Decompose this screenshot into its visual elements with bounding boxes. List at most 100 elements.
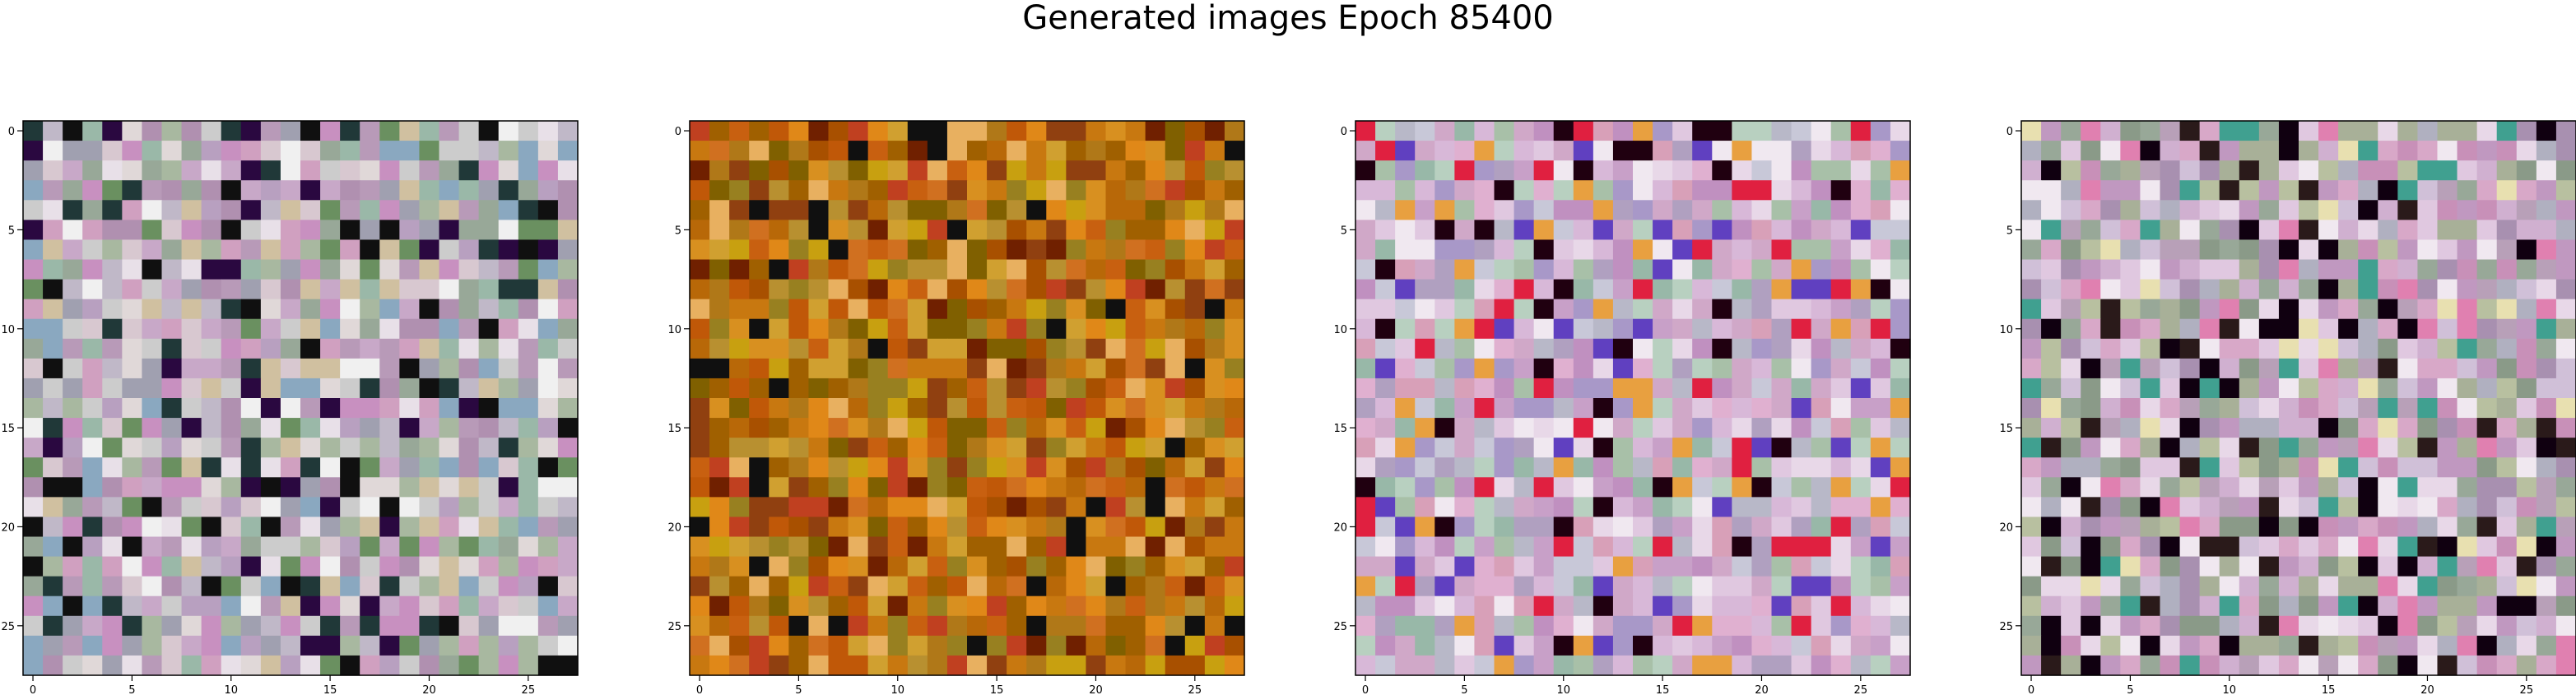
image-pixel bbox=[478, 200, 500, 220]
image-pixel bbox=[82, 141, 103, 161]
image-pixel bbox=[2358, 299, 2378, 320]
image-pixel bbox=[1514, 536, 1535, 558]
image-pixel bbox=[1811, 141, 1832, 161]
image-pixel bbox=[1474, 239, 1495, 261]
image-pixel bbox=[2199, 121, 2220, 141]
image-pixel bbox=[360, 220, 380, 241]
image-pixel bbox=[2397, 576, 2419, 597]
image-pixel bbox=[1573, 160, 1594, 181]
image-pixel bbox=[360, 536, 380, 558]
image-pixel bbox=[1514, 595, 1535, 617]
image-pixel bbox=[1712, 279, 1732, 300]
image-pixel bbox=[43, 259, 63, 280]
image-pixel bbox=[2160, 438, 2181, 458]
image-pixel bbox=[1890, 160, 1911, 181]
image-pixel bbox=[2378, 141, 2398, 161]
image-pixel bbox=[1066, 141, 1087, 161]
image-pixel bbox=[1204, 477, 1225, 498]
image-pixel bbox=[1633, 457, 1653, 478]
image-pixel bbox=[2496, 536, 2518, 558]
image-pixel bbox=[1125, 536, 1146, 558]
image-pixel bbox=[1086, 378, 1107, 399]
image-pixel bbox=[2061, 635, 2081, 656]
image-pixel bbox=[1184, 517, 1206, 538]
image-pixel bbox=[1672, 517, 1693, 538]
image-pixel bbox=[2258, 477, 2280, 498]
image-pixel bbox=[1375, 438, 1396, 458]
image-pixel bbox=[1165, 180, 1186, 201]
image-pixel bbox=[1415, 517, 1435, 538]
image-pixel bbox=[102, 160, 123, 181]
image-pixel bbox=[360, 338, 380, 359]
image-pixel bbox=[2100, 200, 2121, 220]
image-pixel bbox=[478, 576, 500, 597]
image-pixel bbox=[1593, 318, 1614, 340]
image-pixel bbox=[2516, 239, 2537, 261]
image-pixel bbox=[2516, 338, 2537, 359]
image-pixel bbox=[1066, 477, 1087, 498]
image-pixel bbox=[2555, 220, 2576, 241]
image-pixel bbox=[379, 279, 400, 300]
image-pixel bbox=[1830, 318, 1852, 340]
image-pixel bbox=[887, 497, 909, 518]
image-pixel bbox=[419, 635, 440, 656]
image-pixel bbox=[2397, 556, 2419, 577]
image-pixel bbox=[690, 160, 710, 181]
image-pixel bbox=[300, 576, 321, 597]
image-pixel bbox=[946, 279, 968, 300]
image-pixel bbox=[260, 141, 281, 161]
image-pixel bbox=[122, 635, 143, 656]
image-pixel bbox=[1692, 398, 1713, 419]
image-pixel bbox=[1533, 121, 1555, 141]
image-pixel bbox=[2536, 259, 2557, 280]
image-pixel bbox=[2041, 141, 2062, 161]
image-pixel bbox=[1145, 457, 1166, 478]
image-pixel bbox=[2397, 200, 2419, 220]
image-pixel bbox=[1573, 536, 1594, 558]
image-pixel bbox=[1533, 595, 1555, 617]
image-pixel bbox=[43, 121, 63, 141]
image-pixel bbox=[1791, 497, 1812, 518]
image-pixel bbox=[2239, 279, 2260, 300]
image-pixel bbox=[2199, 318, 2220, 340]
image-pixel bbox=[280, 595, 301, 617]
image-pixel bbox=[2358, 180, 2378, 201]
image-pixel bbox=[729, 517, 750, 538]
image-pixel bbox=[1712, 318, 1732, 340]
image-pixel bbox=[1672, 378, 1693, 399]
image-pixel bbox=[63, 595, 83, 617]
image-pixel bbox=[419, 556, 440, 577]
image-pixel bbox=[557, 299, 579, 320]
image-pixel bbox=[1026, 418, 1047, 438]
image-pixel bbox=[379, 160, 400, 181]
image-pixel bbox=[1811, 418, 1832, 438]
image-pixel bbox=[1184, 497, 1206, 518]
image-pixel bbox=[1830, 200, 1852, 220]
image-pixel bbox=[1850, 438, 1872, 458]
image-pixel bbox=[749, 595, 770, 617]
image-pixel bbox=[2041, 378, 2062, 399]
x-tick-label: 5 bbox=[128, 684, 135, 695]
image-pixel bbox=[142, 378, 163, 399]
image-pixel bbox=[1046, 576, 1067, 597]
image-pixel bbox=[907, 239, 928, 261]
image-pixel bbox=[142, 200, 163, 220]
image-pixel bbox=[360, 121, 380, 141]
image-pixel bbox=[1355, 121, 1376, 141]
image-pixel bbox=[848, 497, 869, 518]
image-pixel bbox=[2536, 121, 2557, 141]
image-pixel bbox=[887, 576, 909, 597]
image-pixel bbox=[557, 239, 579, 261]
image-pixel bbox=[1533, 220, 1555, 241]
image-pixel bbox=[2219, 655, 2240, 676]
image-pixel bbox=[181, 536, 202, 558]
image-pixel bbox=[690, 556, 710, 577]
image-pixel bbox=[1145, 595, 1166, 617]
image-pixel bbox=[2278, 279, 2299, 300]
image-pixel bbox=[102, 497, 123, 518]
image-pixel bbox=[300, 418, 321, 438]
image-pixel bbox=[498, 398, 519, 419]
image-pixel bbox=[1573, 338, 1594, 359]
image-pixel bbox=[2417, 200, 2439, 220]
